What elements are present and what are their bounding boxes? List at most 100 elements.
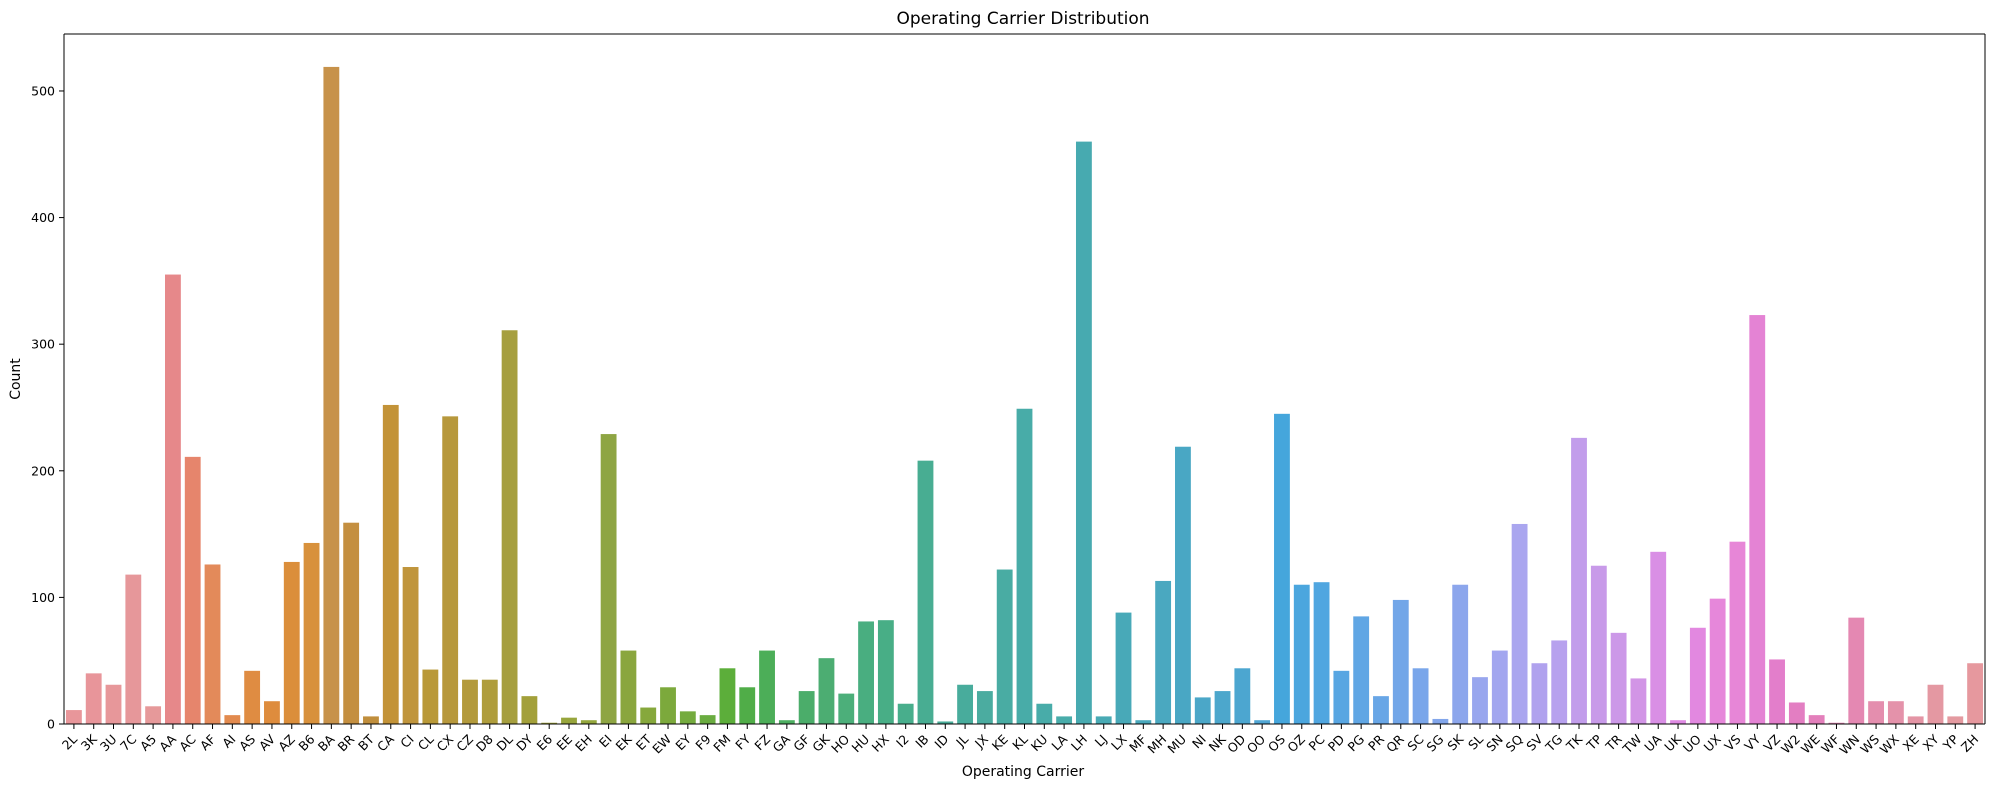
bar-CL xyxy=(422,669,439,724)
bars-group xyxy=(65,66,1984,725)
bar-EW xyxy=(660,687,676,724)
y-axis-label: Count xyxy=(8,358,24,400)
x-tick-label-E6: E6 xyxy=(534,731,556,753)
bar-EY xyxy=(679,711,696,724)
x-tick-label-LA: LA xyxy=(1048,731,1070,753)
x-tick-label-EW: EW xyxy=(649,732,674,757)
bar-UO xyxy=(1689,627,1706,724)
bar-JX xyxy=(976,691,993,724)
bar-TP xyxy=(1590,565,1607,724)
x-tick-label-SK: SK xyxy=(1444,731,1467,754)
bar-AI xyxy=(224,715,241,724)
bar-CX xyxy=(442,416,459,724)
x-tick-label-EI: EI xyxy=(596,732,615,751)
bar-KU xyxy=(1036,703,1053,724)
bar-VS xyxy=(1729,541,1746,724)
bar-DL xyxy=(501,330,518,724)
bar-I2 xyxy=(897,703,914,724)
bar-UK xyxy=(1670,720,1686,724)
x-tick-label-OZ: OZ xyxy=(1284,732,1308,756)
bar-3U xyxy=(105,684,122,724)
bar-QR xyxy=(1392,599,1409,724)
bar-OZ xyxy=(1293,584,1310,724)
x-tick-label-EE: EE xyxy=(553,731,575,753)
x-tick-label-CI: CI xyxy=(397,732,416,751)
x-tick-label-KU: KU xyxy=(1028,732,1051,755)
bar-AC xyxy=(184,456,201,724)
bar-LX xyxy=(1115,612,1132,724)
bar-BT xyxy=(363,716,379,724)
x-tick-label-2L: 2L xyxy=(59,731,80,752)
x-tick-label-HX: HX xyxy=(869,731,893,755)
y-tick-label-200: 200 xyxy=(31,463,55,478)
bar-KL xyxy=(1016,408,1033,724)
x-tick-label-XY: XY xyxy=(1920,731,1942,753)
y-tick-label-0: 0 xyxy=(47,717,55,732)
x-tick-label-AF: AF xyxy=(197,732,219,754)
bar-3K xyxy=(85,673,102,724)
bar-BA xyxy=(323,66,340,725)
bar-OS xyxy=(1274,413,1290,724)
bar-NI xyxy=(1194,697,1211,724)
bar-SN xyxy=(1491,650,1508,724)
bar-FY xyxy=(739,687,756,724)
x-tick-label-CL: CL xyxy=(415,731,437,753)
x-tick-label-LH: LH xyxy=(1068,732,1090,754)
y-tick-label-500: 500 xyxy=(31,83,55,98)
bar-KE xyxy=(996,569,1013,724)
y-axis: 0 100 200 300 400 500 xyxy=(31,83,64,732)
bar-VY xyxy=(1749,315,1766,724)
x-tick-label-ET: ET xyxy=(633,731,655,753)
bar-A5 xyxy=(145,706,162,724)
bar-B6 xyxy=(303,542,320,724)
bar-ZH xyxy=(1967,663,1984,724)
x-axis-label: Operating Carrier xyxy=(962,764,1085,780)
x-tick-label-TG: TG xyxy=(1542,732,1566,756)
x-tick-label-EH: EH xyxy=(572,732,595,755)
bar-JL xyxy=(957,684,974,724)
bar-SL xyxy=(1472,677,1488,724)
y-tick-label-100: 100 xyxy=(31,590,55,605)
bar-UA xyxy=(1650,551,1667,724)
bar-TG xyxy=(1551,640,1568,724)
bar-HX xyxy=(877,620,894,724)
bar-AV xyxy=(264,701,280,724)
bar-GK xyxy=(818,658,835,724)
x-tick-label-FY: FY xyxy=(732,731,753,752)
bar-ET xyxy=(640,707,657,724)
bar-GA xyxy=(778,720,795,724)
x-tick-label-A5: A5 xyxy=(137,732,159,754)
bar-CA xyxy=(382,404,399,724)
bar-TR xyxy=(1610,632,1627,724)
x-tick-label-ID: ID xyxy=(931,732,951,752)
y-tick-label-300: 300 xyxy=(31,337,55,352)
bar-TW xyxy=(1630,678,1647,724)
y-tick-label-400: 400 xyxy=(31,210,55,225)
x-tick-label-ZH: ZH xyxy=(1958,732,1981,755)
x-tick-label-KL: KL xyxy=(1009,731,1030,752)
bar-GF xyxy=(798,691,815,724)
bar-EI xyxy=(600,434,617,724)
bar-AF xyxy=(204,564,221,724)
x-tick-label-PR: PR xyxy=(1365,731,1387,753)
bar-EH xyxy=(580,720,597,724)
bar-IB xyxy=(917,460,934,724)
x-tick-label-LX: LX xyxy=(1108,731,1130,753)
bar-UX xyxy=(1709,598,1726,724)
bar-CI xyxy=(402,567,419,724)
bar-PR xyxy=(1373,696,1389,724)
bar-OD xyxy=(1234,668,1251,724)
x-tick-label-F9: F9 xyxy=(692,731,713,752)
x-tick-label-JL: JL xyxy=(952,731,971,750)
bar-EE xyxy=(561,717,577,724)
x-tick-label-SL: SL xyxy=(1465,731,1486,752)
bar-SC xyxy=(1412,668,1429,724)
bar-FZ xyxy=(759,650,775,724)
bar-7C xyxy=(125,574,142,724)
bar-WS xyxy=(1868,701,1884,724)
bar-D8 xyxy=(481,679,498,724)
bar-SG xyxy=(1432,718,1449,724)
plot-frame xyxy=(63,33,1986,725)
bar-MH xyxy=(1155,580,1172,724)
